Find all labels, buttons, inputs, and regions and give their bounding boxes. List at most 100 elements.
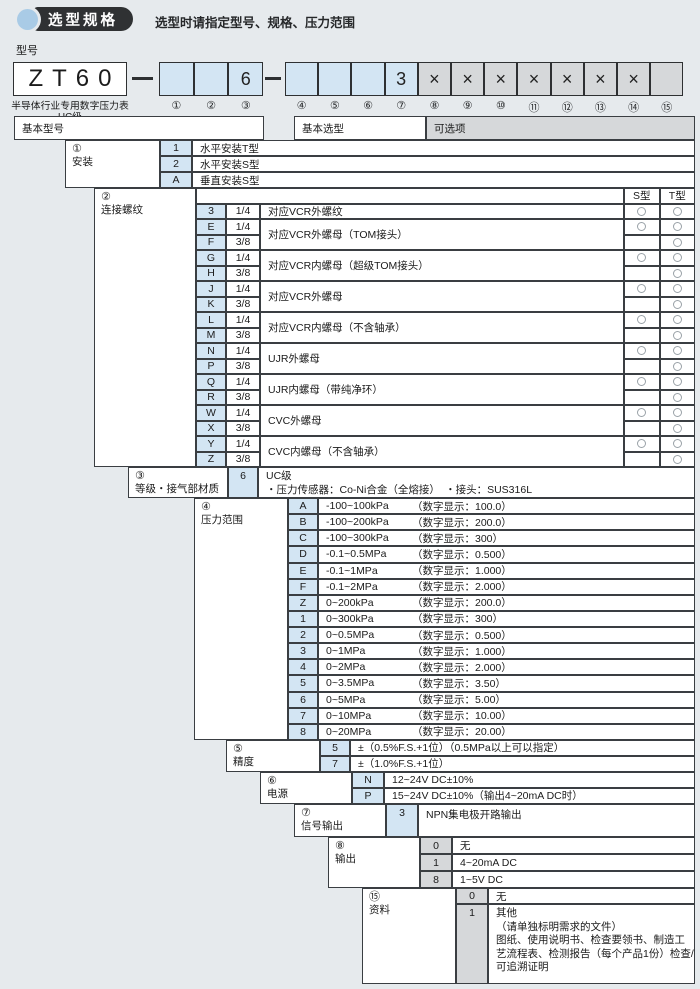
t-type-cell [659, 389, 695, 405]
section-title-install: 安装 [72, 156, 93, 168]
model-base-code-box: ZT60 [13, 62, 127, 96]
model-slot-number-10: ⑩ [495, 100, 506, 112]
code-cell: 1 [420, 854, 452, 871]
thread-desc-cell: 对应VCR外螺纹 [260, 203, 624, 219]
available-mark [672, 253, 682, 263]
pressure-display-text: （数字显示：10.00） [412, 710, 512, 723]
s-type-header: S型 [624, 188, 660, 204]
t-type-cell [659, 296, 695, 312]
pressure-display-text: （数字显示：2.000） [412, 661, 512, 674]
s-type-cell [624, 343, 660, 359]
code-cell: F [288, 578, 318, 595]
code-cell: 2 [288, 627, 318, 644]
thread-desc-cell: 对应VCR内螺母（不含轴承） [260, 312, 624, 343]
model-slot-box-14: × [617, 62, 651, 96]
thread-header-spacer [196, 188, 624, 204]
desc-cell: 15~24V DC±10%（输出4~20mA DC时） [384, 787, 695, 804]
section-number-output: ⑧ [335, 840, 345, 852]
section-number-thread: ② [101, 191, 111, 203]
badge-circle-icon [17, 9, 38, 30]
page-subtitle: 选型时请指定型号、规格、压力范围 [155, 16, 356, 30]
pressure-range-text: -0.1~2MPa [326, 580, 378, 593]
size-cell: 3/8 [226, 296, 260, 312]
model-number-label: 型号 [16, 45, 38, 57]
code-cell: Y [196, 436, 226, 452]
code-cell: 7 [320, 755, 350, 772]
section-label-power-supply: ⑥ 电源 [260, 771, 352, 804]
s-type-cell [624, 451, 660, 467]
size-cell: 3/8 [226, 358, 260, 374]
code-cell: 8 [420, 871, 452, 888]
available-mark [672, 315, 682, 325]
available-mark [637, 284, 647, 294]
section-title-thread: 连接螺纹 [101, 204, 143, 216]
desc-cell: 水平安装T型 [192, 140, 695, 156]
t-type-cell [659, 234, 695, 250]
available-mark [637, 253, 647, 263]
s-type-cell [624, 312, 660, 328]
size-cell: 1/4 [226, 219, 260, 235]
pressure-desc-cell: -100~100kPa （数字显示：100.0） [318, 498, 695, 515]
pressure-desc-cell: 0~1MPa （数字显示：1.000） [318, 643, 695, 660]
t-type-cell [659, 250, 695, 266]
model-caption-line1: 半导体行业专用数字压力表 [11, 101, 129, 112]
size-cell: 3/8 [226, 420, 260, 436]
desc-line: ・压力传感器：Co-Ni合金（全熔接） ・接头：SUS316L [266, 483, 533, 496]
model-slot-number-15: ⑮ [661, 102, 673, 114]
thread-desc-cell: UJR外螺母 [260, 343, 624, 374]
s-type-cell [624, 250, 660, 266]
code-cell: H [196, 265, 226, 281]
pressure-display-text: （数字显示：200.0） [412, 516, 512, 529]
thread-desc-cell: 对应VCR内螺母（超级TOM接头） [260, 250, 624, 281]
size-cell: 3/8 [226, 451, 260, 467]
available-mark [637, 346, 647, 356]
pressure-range-text: 0~200kPa [326, 596, 374, 609]
model-slot-number-9: ⑨ [462, 100, 473, 112]
thread-desc-cell: 对应VCR外螺母 [260, 281, 624, 312]
pressure-display-text: （数字显示：300） [412, 532, 504, 545]
available-mark [672, 268, 682, 278]
section-title-pressure-range: 压力范围 [201, 514, 243, 526]
available-mark [672, 222, 682, 232]
code-cell: 3 [288, 643, 318, 660]
pressure-desc-cell: 0~2MPa （数字显示：2.000） [318, 659, 695, 676]
t-type-header: T型 [659, 188, 695, 204]
code-cell: 1 [160, 140, 192, 156]
model-slot-box-11: × [517, 62, 551, 96]
section-label-grade-material: ③ 等级・接气部材质 [128, 467, 228, 498]
pressure-desc-cell: 0~200kPa （数字显示：200.0） [318, 594, 695, 611]
available-mark [672, 361, 682, 371]
legend-base-model: 基本型号 [14, 116, 264, 140]
available-mark [672, 439, 682, 449]
size-cell: 1/4 [226, 250, 260, 266]
available-mark [637, 206, 647, 216]
pressure-display-text: （数字显示：0.500） [412, 629, 512, 642]
code-cell: E [288, 562, 318, 579]
code-cell: 5 [320, 740, 350, 756]
code-cell: A [160, 172, 192, 188]
section-label-documents: ⑮ 资料 [362, 888, 456, 984]
pressure-range-text: 0~300kPa [326, 612, 374, 625]
desc-line: UC级 [266, 470, 292, 482]
model-slot-box-5 [318, 62, 352, 96]
desc-cell: 垂直安装S型 [192, 172, 695, 188]
model-slot-number-14: ⑭ [628, 102, 640, 114]
pressure-display-text: （数字显示：100.0） [412, 500, 512, 513]
thread-desc-cell: CVC内螺母（不含轴承） [260, 436, 624, 467]
pressure-display-text: （数字显示：5.00） [412, 694, 506, 707]
available-mark [672, 206, 682, 216]
desc-cell: 4~20mA DC [452, 854, 695, 871]
code-cell: 0 [456, 888, 488, 904]
pressure-range-text: -100~300kPa [326, 532, 389, 545]
code-cell: 5 [288, 675, 318, 692]
t-type-cell [659, 281, 695, 297]
model-slot-box-12: × [550, 62, 584, 96]
section-label-accuracy: ⑤ 精度 [226, 740, 320, 772]
size-cell: 1/4 [226, 374, 260, 390]
pressure-range-text: -100~100kPa [326, 500, 389, 513]
section-number-accuracy: ⑤ [233, 743, 243, 755]
section-title-documents: 资料 [369, 904, 390, 916]
pressure-desc-cell: -0.1~0.5MPa （数字显示：0.500） [318, 546, 695, 563]
